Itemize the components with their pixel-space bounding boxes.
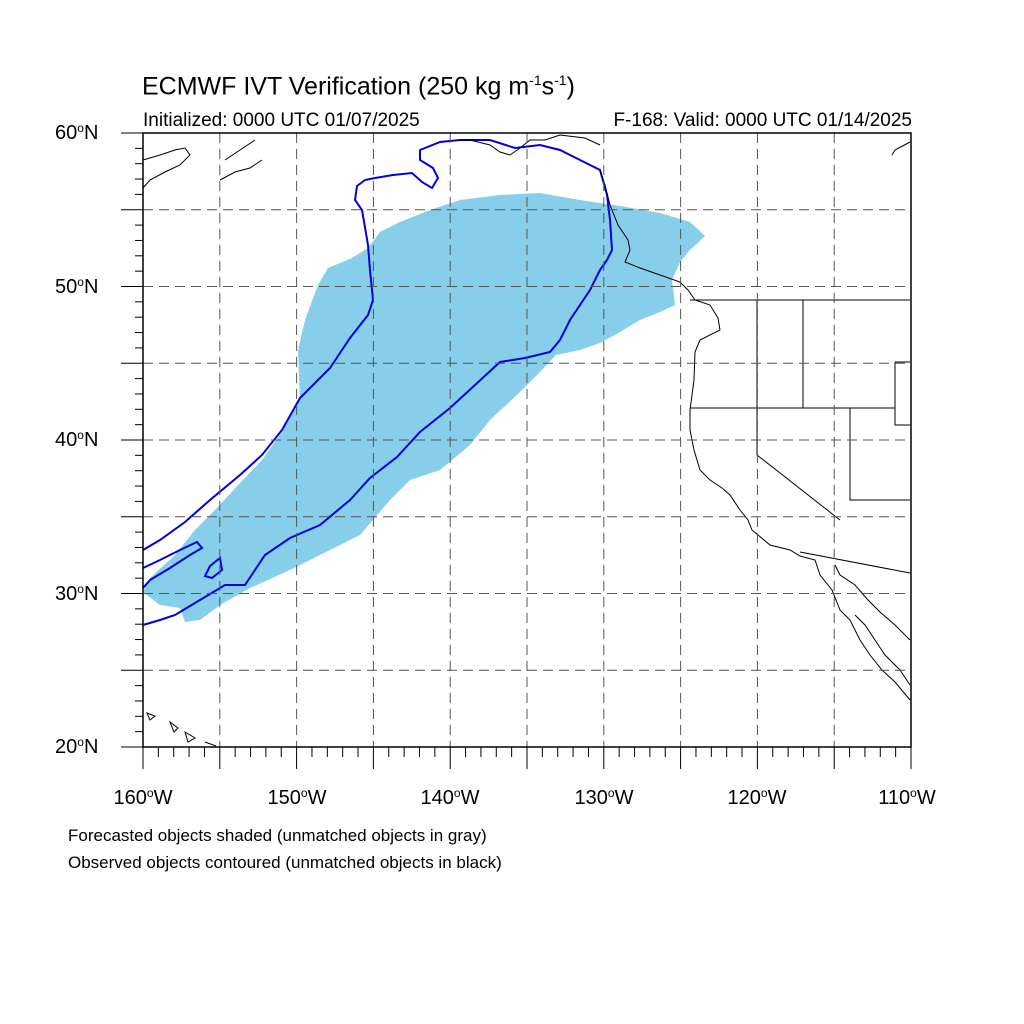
lon-label-110: 110oW <box>878 786 936 809</box>
footnote-forecast: Forecasted objects shaded (unmatched obj… <box>68 826 487 845</box>
coast-alaska <box>142 139 263 189</box>
forecast-object <box>143 193 705 622</box>
lat-label-60: 60oN <box>55 121 99 144</box>
lat-label-40: 40oN <box>55 428 99 451</box>
coast-west-north-america <box>455 134 911 701</box>
lon-label-150: 150oW <box>267 786 327 809</box>
axis-ticks <box>121 132 912 769</box>
lon-label-120: 120oW <box>727 786 787 809</box>
observed-contour-north <box>142 139 614 626</box>
coast-hawaii <box>146 712 217 747</box>
footnote-observed: Observed objects contoured (unmatched ob… <box>68 853 502 872</box>
lat-label-30: 30oN <box>55 582 99 605</box>
lon-label-140: 140oW <box>420 786 480 809</box>
observed-contour-secondary <box>142 540 204 589</box>
coastlines <box>142 134 911 747</box>
coast-baja-gulf <box>834 564 911 686</box>
map-title: ECMWF IVT Verification (250 kg m-1s-1) <box>142 72 575 101</box>
observed-contour-small <box>203 556 224 580</box>
lon-label-130: 130oW <box>574 786 634 809</box>
lat-label-20: 20oN <box>55 735 99 758</box>
init-time-subtitle: Initialized: 0000 UTC 01/07/2025 <box>143 110 420 131</box>
graticule <box>143 133 911 747</box>
lon-label-160: 160oW <box>113 786 173 809</box>
map-frame <box>142 132 912 748</box>
valid-time-subtitle: F-168: Valid: 0000 UTC 01/14/2025 <box>613 110 912 131</box>
state-borders <box>690 299 911 574</box>
lat-label-50: 50oN <box>55 275 99 298</box>
